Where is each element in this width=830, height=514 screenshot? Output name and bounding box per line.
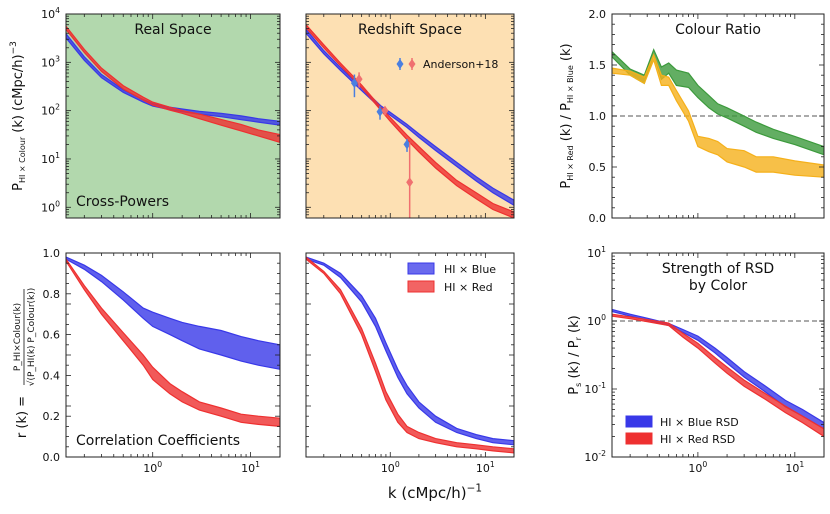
plot-frame — [65, 13, 281, 219]
y-tick-label: 1.0 — [43, 247, 61, 260]
plot-area — [612, 308, 824, 438]
legend-label: HI × Blue — [444, 263, 496, 276]
y-tick-label: 0.4 — [43, 369, 61, 382]
series-band-1 — [66, 25, 280, 144]
panel-title: Colour Ratio — [675, 22, 761, 38]
r-of-k: r (k) = — [15, 396, 30, 438]
y-tick-label: 2.0 — [589, 8, 607, 21]
legend-label: HI × Blue RSD — [660, 416, 739, 429]
x-tick-label: 101 — [476, 460, 495, 475]
series-band-1 — [612, 313, 824, 438]
panel-redshift-correlation: 100 101 HI × Blue HI × Red — [305, 252, 515, 475]
y-tick-label: 103 — [41, 54, 60, 69]
y-tick-label: 0.8 — [43, 288, 61, 301]
panel-real-correlation: 100 101 0.0 0.2 0.4 0.6 0.8 1.0 Correlation Coef… — [43, 247, 281, 475]
x-axis-label: k (cMpc/h)−1 — [388, 482, 482, 502]
plot-area — [306, 256, 514, 454]
plot-frame — [611, 252, 825, 458]
y-tick-label: 102 — [41, 103, 60, 118]
plot-background — [66, 14, 280, 218]
y-axis-label-ratio: PHI × Red (k) / PHI × Blue (k) — [559, 43, 575, 188]
x-tick-label: 100 — [143, 460, 162, 475]
series-band-1 — [66, 258, 280, 428]
legend-label: HI × Red — [444, 281, 493, 294]
y-axis-label-power: PHI × Colour (k) (cMpc/h)−3 — [9, 41, 27, 191]
y-tick-label: 0.5 — [589, 161, 607, 174]
legend-marker-blue — [396, 59, 404, 69]
panel-title: Real Space — [134, 22, 211, 38]
y-tick-label: 10-2 — [584, 449, 606, 464]
panel-title-line2: by Color — [689, 278, 747, 294]
panel-annotation: Cross-Powers — [76, 194, 169, 210]
data-point-0-0 — [350, 78, 358, 89]
x-tick-label: 101 — [241, 460, 260, 475]
legend: Anderson+18 — [396, 58, 498, 71]
legend-swatch — [625, 432, 653, 445]
y-tick-label: 10-1 — [584, 381, 606, 396]
panel-real-space: 100 101 102 103 104 Real Space Cross-Powers — [41, 6, 281, 219]
data-point-0-1 — [376, 106, 384, 117]
legend: HI × Blue HI × Red — [407, 262, 496, 294]
y-tick-label: 104 — [41, 6, 60, 21]
y-tick-label: 0.2 — [43, 410, 61, 423]
y-axis-label-correlation: r (k) = P_HI×Colour(k) √(P_HI(k) P_Colour(… — [13, 288, 37, 438]
y-tick-label: 0.0 — [43, 451, 61, 464]
legend-swatch — [625, 415, 653, 428]
fraction-denominator: √(P_HI(k) P_Colour(k)) — [26, 288, 37, 387]
x-tick-label: 101 — [785, 460, 804, 475]
x-tick-label: 100 — [688, 460, 707, 475]
y-tick-label: 100 — [41, 199, 60, 214]
x-tick-label: 100 — [381, 460, 400, 475]
y-tick-label: 1.0 — [589, 110, 607, 123]
data-point-1-1 — [381, 105, 389, 116]
legend: HI × Blue RSD HI × Red RSD — [625, 415, 739, 446]
plot-area — [66, 25, 280, 144]
y-tick-label: 0.0 — [589, 212, 607, 225]
legend-swatch — [407, 280, 435, 293]
series-band-0 — [66, 256, 280, 370]
y-tick-label: 101 — [41, 151, 60, 166]
data-point-1-2 — [406, 177, 414, 188]
legend-label: Anderson+18 — [423, 58, 498, 71]
panel-redshift-space: Redshift Space Anderson+18 — [305, 13, 515, 219]
plot-frame — [305, 13, 515, 219]
y-tick-label: 101 — [587, 245, 606, 260]
fraction-numerator: P_HI×Colour(k) — [13, 303, 23, 371]
y-tick-label: 0.6 — [43, 329, 61, 342]
series-band-1 — [612, 53, 824, 178]
plot-area — [612, 48, 824, 178]
y-tick-label: 100 — [587, 313, 606, 328]
panel-title: Strength of RSD — [662, 261, 774, 277]
series-band-1 — [306, 256, 514, 454]
data-point-1-0 — [355, 74, 363, 85]
series-band-0 — [306, 256, 514, 446]
plot-area — [306, 23, 514, 218]
legend-label: HI × Red RSD — [660, 433, 735, 446]
panel-annotation: Correlation Coefficients — [76, 433, 240, 449]
panel-colour-ratio: 0.0 0.5 1.0 1.5 2.0 Colour Ratio — [589, 8, 825, 225]
y-tick-label: 1.5 — [589, 59, 607, 72]
plot-area — [66, 256, 280, 428]
y-axis-label-rsd: Ps (k) / Pr (k) — [567, 315, 583, 394]
legend-marker-red — [408, 59, 416, 69]
legend-swatch — [407, 262, 435, 275]
panel-title: Redshift Space — [358, 22, 462, 38]
data-point-0-2 — [403, 139, 411, 150]
